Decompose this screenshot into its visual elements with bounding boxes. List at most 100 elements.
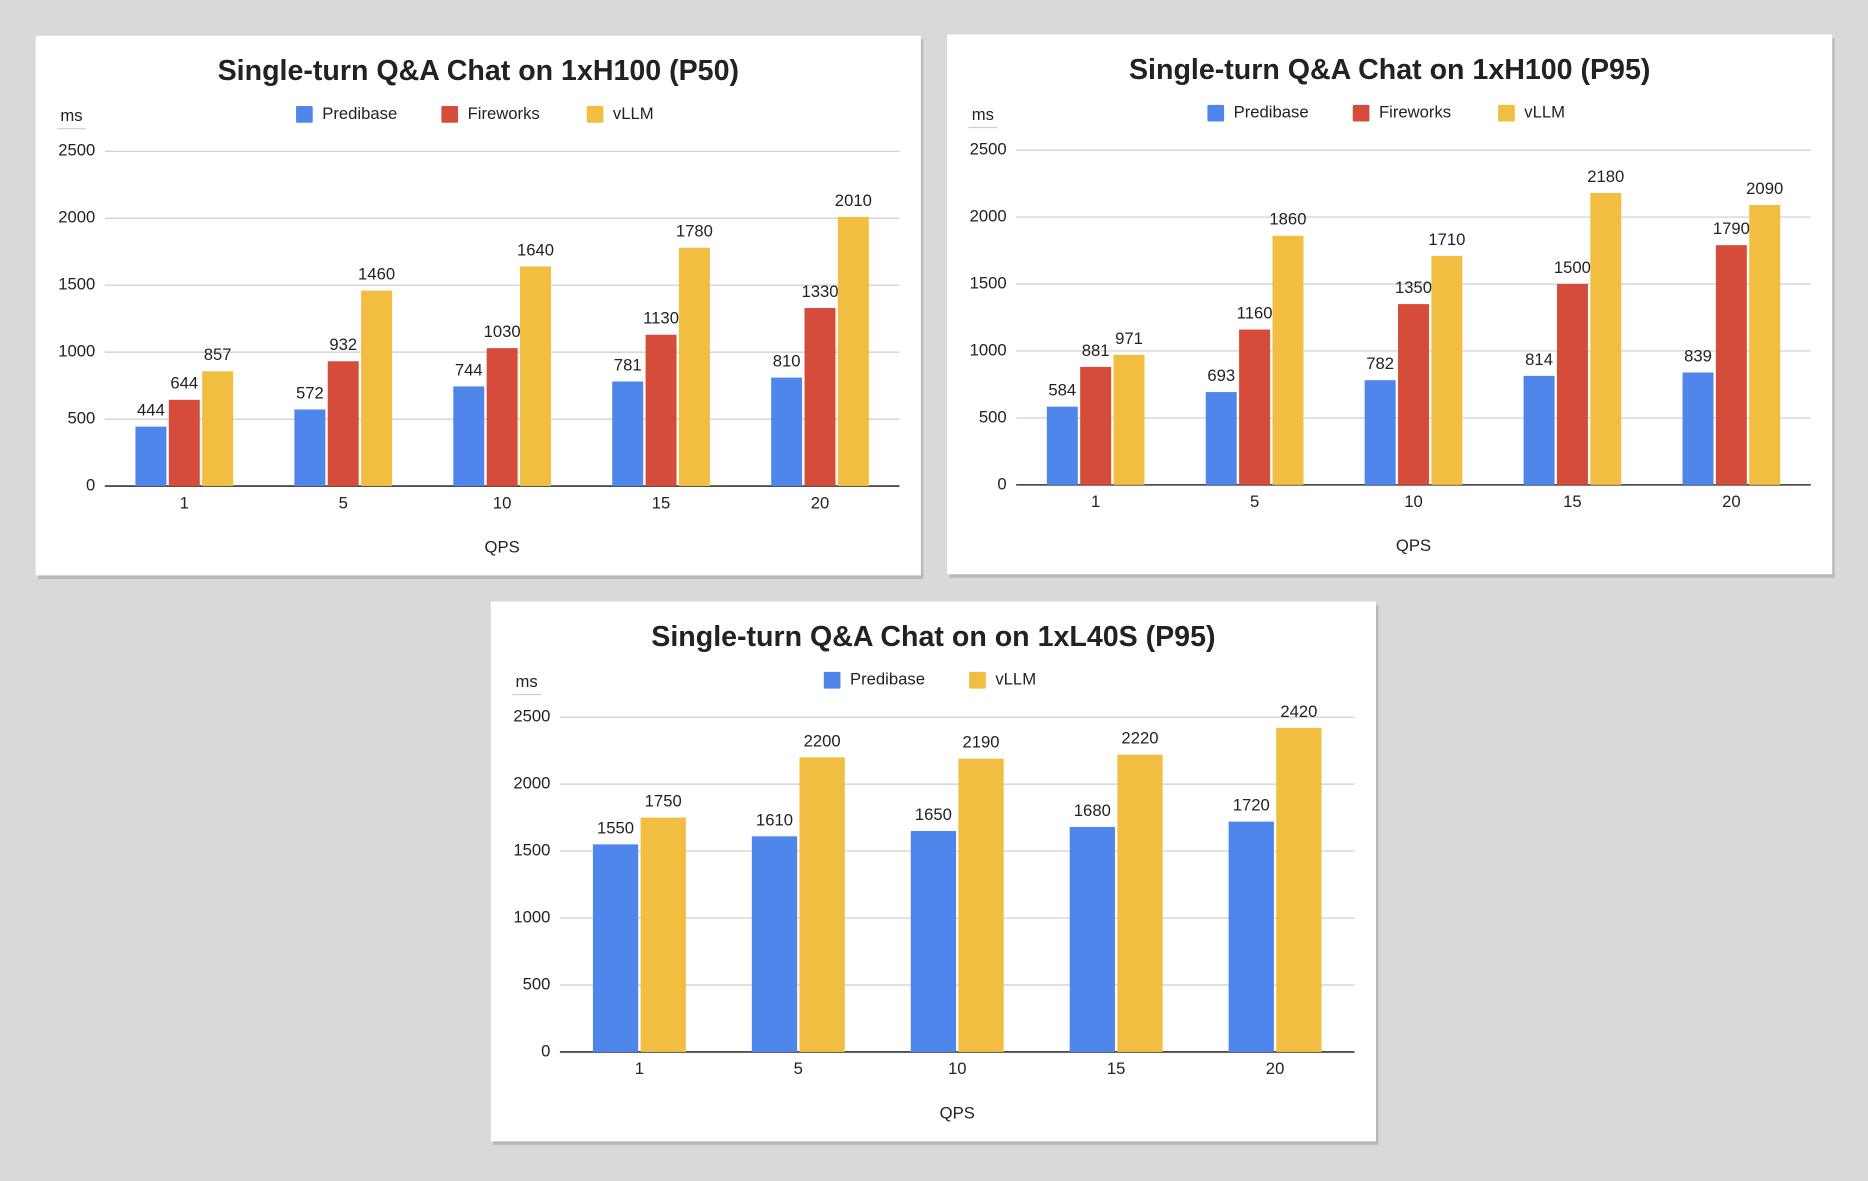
x-tick-label: 5 [794,1059,803,1078]
y-tick-label: 500 [979,407,1007,426]
chart-panel: Single-turn Q&A Chat on 1xH100 (P95) ms QP… [947,34,1835,578]
value-label: 1680 [1074,801,1111,820]
y-tick-label: 1500 [513,840,550,859]
x-tick-label: 10 [493,493,512,512]
x-axis-label: QPS [940,1103,975,1122]
x-axis-label: QPS [1396,536,1431,555]
legend-swatch [1498,104,1515,122]
value-label: 857 [204,345,232,364]
chart-panel: Single-turn Q&A Chat on 1xH100 (P50) ms QP… [35,35,924,579]
y-tick-label: 0 [86,475,95,494]
legend-label: vLLM [613,104,654,123]
bar [799,757,845,1052]
y-axis-label: ms [515,672,537,691]
y-tick-label: 1500 [970,273,1007,292]
x-tick-label: 5 [1250,492,1259,511]
bar [837,216,869,487]
bar [1364,380,1396,485]
value-label: 971 [1115,329,1143,348]
chart-title: Single-turn Q&A Chat on on 1xL40S (P95) [651,621,1215,653]
value-label: 781 [614,355,642,374]
value-label: 1500 [1554,258,1591,277]
value-label: 572 [296,383,324,402]
chart-panel: Single-turn Q&A Chat on on 1xL40S (P95) m… [490,601,1379,1145]
bar [1398,304,1429,485]
value-label: 1160 [1237,303,1273,322]
x-tick-label: 20 [1266,1059,1285,1078]
value-label: 444 [137,401,165,420]
bar [1715,245,1747,485]
value-label: 782 [1366,354,1394,373]
bar [1069,826,1115,1052]
value-label: 881 [1082,341,1110,360]
bar [1046,406,1078,485]
legend-swatch [296,106,313,123]
value-label: 1460 [358,264,395,283]
value-label: 1610 [756,810,793,829]
legend-label: vLLM [1524,103,1565,122]
bar [612,381,644,487]
value-label: 2190 [963,733,1000,752]
bar [1749,205,1781,485]
legend-label: vLLM [995,670,1036,689]
x-tick-label: 10 [1404,492,1423,511]
y-tick-label: 2500 [513,707,550,726]
bar [1080,366,1112,485]
value-label: 2180 [1587,167,1624,186]
y-tick-label: 1000 [970,340,1007,359]
legend-label: Fireworks [468,104,540,123]
bar [592,844,639,1052]
bar [771,377,803,487]
y-tick-label: 2500 [970,140,1007,159]
value-label: 1710 [1428,230,1465,249]
value-label: 1650 [915,805,952,824]
legend-swatch [823,671,841,689]
bar [1276,727,1322,1052]
x-tick-label: 1 [635,1059,644,1078]
bar [520,266,551,487]
y-tick-label: 0 [541,1041,550,1060]
value-label: 1130 [643,309,679,328]
y-tick-label: 500 [68,409,96,428]
y-axis-label: ms [972,105,994,124]
bar [486,348,518,487]
value-label: 2090 [1746,179,1783,198]
bar [1205,392,1237,485]
value-label: 2010 [835,191,872,210]
y-tick-label: 2000 [58,208,95,227]
x-tick-label: 1 [180,493,189,512]
y-tick-label: 2000 [513,774,550,793]
y-tick-label: 1000 [513,907,550,926]
value-label: 2200 [804,731,841,750]
bar [327,361,359,487]
value-label: 932 [329,335,357,354]
legend-label: Predibase [322,104,397,123]
value-label: 1780 [676,222,713,241]
bar [1556,284,1588,485]
value-label: 1330 [801,282,838,301]
bar [645,334,677,487]
value-label: 839 [1684,346,1712,365]
bar [1239,329,1271,485]
bar [1682,372,1714,485]
legend-label: Predibase [1234,103,1309,122]
bar [678,247,710,487]
x-tick-label: 15 [1563,492,1582,511]
bar [640,817,686,1052]
value-label: 2220 [1121,729,1158,748]
bar [1272,235,1304,485]
value-label: 1350 [1395,278,1432,297]
bar [202,371,234,487]
bar [1113,354,1145,485]
value-label: 1790 [1713,219,1750,238]
y-tick-label: 1500 [58,275,95,294]
y-tick-label: 2500 [58,141,95,160]
legend-swatch [586,106,604,123]
y-tick-label: 500 [523,974,551,993]
bar [453,386,485,487]
value-label: 2420 [1280,702,1317,721]
bar [294,409,326,487]
value-label: 693 [1207,366,1235,385]
value-label: 644 [170,374,198,393]
